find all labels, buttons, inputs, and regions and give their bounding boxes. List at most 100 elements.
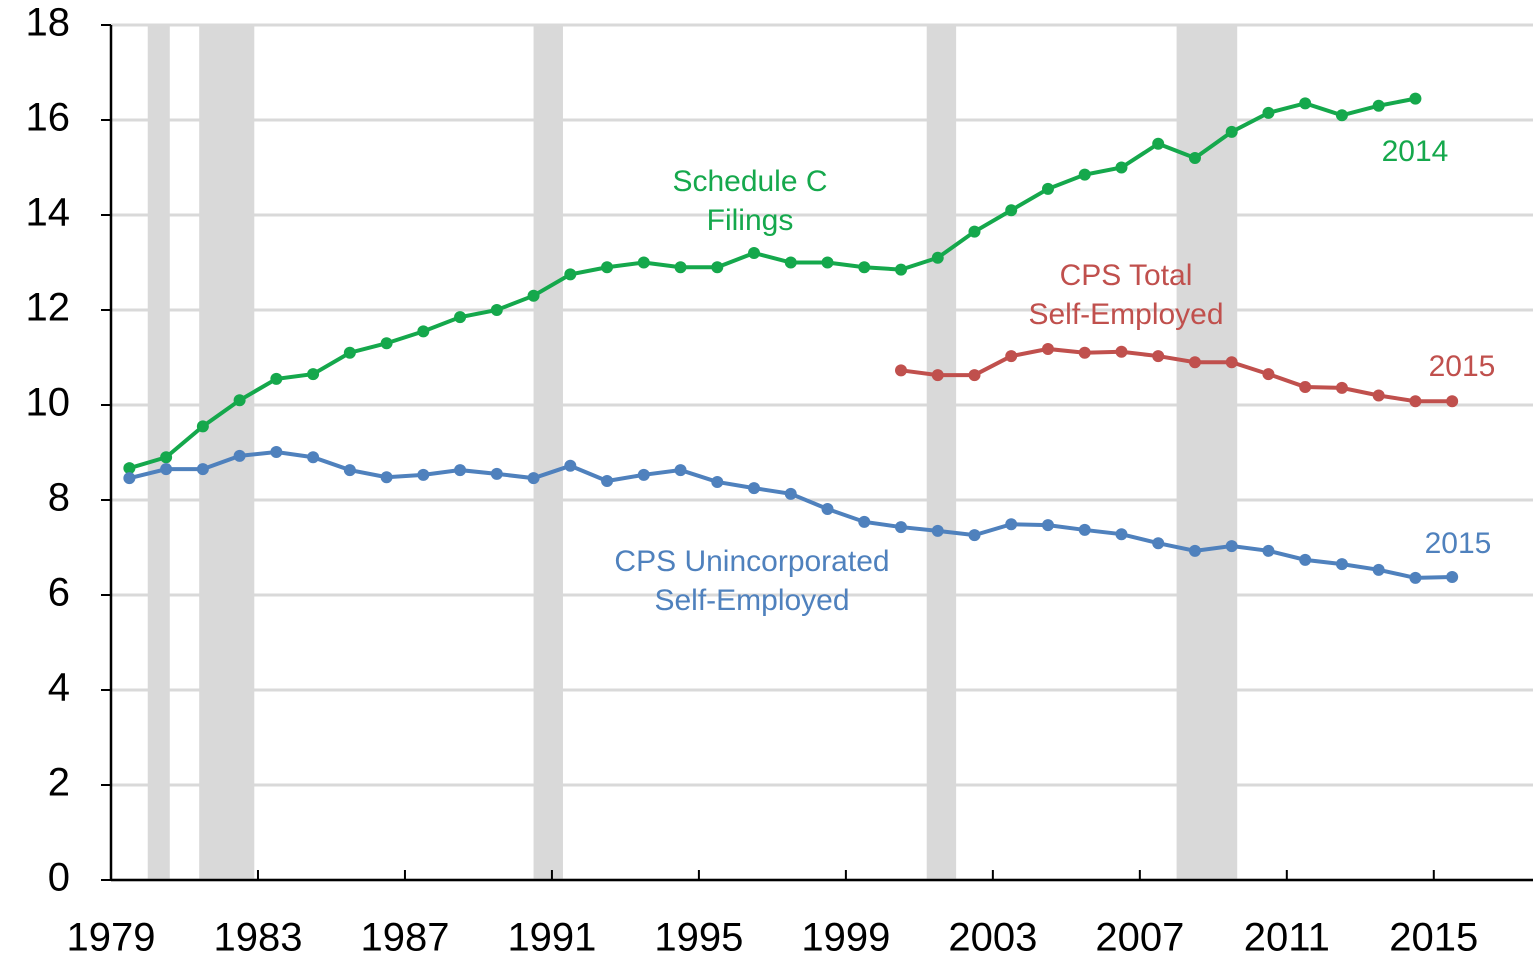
- data-point: [270, 446, 283, 459]
- data-point: [490, 467, 503, 480]
- data-point: [1409, 395, 1422, 408]
- data-point: [1225, 125, 1238, 138]
- data-point: [1409, 92, 1422, 105]
- data-point: [1005, 204, 1018, 217]
- data-point: [307, 451, 320, 464]
- x-tick-label: 2007: [1095, 916, 1184, 960]
- data-point: [270, 372, 283, 385]
- series-label: Self-Employed: [1028, 298, 1223, 331]
- data-point: [527, 472, 540, 485]
- data-point: [895, 263, 907, 276]
- data-point: [1115, 161, 1128, 174]
- series-line: [900, 346, 1453, 404]
- data-point: [968, 225, 981, 238]
- data-point: [1078, 523, 1091, 536]
- data-point: [1115, 528, 1128, 541]
- data-point: [601, 261, 614, 274]
- data-point: [490, 304, 503, 316]
- data-point: [1152, 137, 1165, 150]
- data-point: [343, 346, 356, 359]
- y-tick-label: 0: [48, 856, 70, 900]
- y-tick-label: 6: [48, 571, 70, 615]
- data-point: [1225, 356, 1238, 369]
- data-point: [674, 464, 687, 477]
- data-point: [931, 251, 944, 264]
- data-point: [858, 261, 871, 274]
- data-point: [1041, 342, 1054, 355]
- data-point: [748, 482, 761, 495]
- data-point: [527, 289, 540, 302]
- data-point: [601, 475, 614, 487]
- data-point: [968, 369, 981, 382]
- data-point: [1409, 571, 1422, 584]
- data-point: [711, 475, 724, 488]
- data-point: [784, 256, 797, 269]
- data-point: [307, 368, 320, 381]
- data-point: [233, 394, 246, 407]
- data-point: [564, 459, 577, 472]
- data-point: [454, 464, 467, 477]
- recession-band: [147, 25, 170, 880]
- data-point: [454, 311, 467, 324]
- data-point: [1299, 380, 1312, 393]
- data-point: [1188, 356, 1201, 369]
- data-point: [417, 468, 430, 481]
- data-point: [1299, 97, 1312, 110]
- series-label: Schedule C: [672, 165, 827, 198]
- x-tick-label: 1995: [654, 916, 743, 960]
- data-point: [160, 463, 173, 476]
- data-point: [343, 464, 356, 477]
- data-point: [196, 463, 209, 476]
- y-tick-label: 2: [48, 761, 70, 805]
- x-tick-label: 1991: [507, 916, 596, 960]
- data-point: [1299, 553, 1312, 566]
- x-tick-label: 2003: [948, 916, 1037, 960]
- series-line: [128, 96, 1416, 471]
- data-point: [1078, 346, 1091, 359]
- x-tick-label: 1999: [801, 916, 890, 960]
- data-point: [1115, 345, 1128, 358]
- recession-band: [1176, 25, 1238, 880]
- data-point: [711, 261, 724, 274]
- data-point: [1262, 544, 1275, 557]
- recession-band: [533, 25, 563, 880]
- data-point: [821, 256, 834, 269]
- x-tick-label: 1987: [360, 916, 449, 960]
- data-point: [380, 471, 393, 484]
- x-tick-label: 1979: [67, 916, 156, 960]
- data-point: [380, 337, 393, 350]
- recession-band: [199, 25, 255, 880]
- data-point: [1335, 558, 1348, 571]
- data-point: [784, 487, 797, 500]
- data-point: [748, 247, 761, 259]
- y-tick-label: 10: [26, 381, 71, 425]
- y-tick-label: 16: [26, 96, 71, 140]
- x-tick-label: 2011: [1244, 916, 1330, 960]
- recession-band: [926, 25, 957, 880]
- y-tick-label: 8: [48, 476, 70, 520]
- data-point: [895, 521, 907, 534]
- end-label: 2014: [1382, 135, 1449, 168]
- data-point: [1152, 350, 1165, 363]
- data-point: [1372, 563, 1385, 576]
- data-point: [637, 256, 650, 269]
- series-label: Self-Employed: [654, 584, 849, 617]
- y-tick-label: 4: [48, 666, 70, 710]
- data-point: [858, 515, 871, 528]
- data-point: [123, 462, 136, 475]
- y-tick-label: 14: [26, 191, 71, 235]
- end-label: 2015: [1425, 527, 1492, 560]
- series-label: CPS Total: [1060, 259, 1193, 292]
- data-point: [1005, 350, 1018, 363]
- end-label: 2015: [1429, 350, 1496, 383]
- series-label: CPS Unincorporated: [614, 545, 889, 578]
- data-point: [821, 503, 834, 516]
- y-tick-label: 18: [26, 1, 71, 45]
- series-label: Filings: [707, 204, 794, 237]
- data-point: [1225, 540, 1238, 553]
- data-point: [196, 420, 209, 433]
- data-point: [1372, 389, 1385, 402]
- data-point: [1446, 395, 1459, 408]
- data-point: [123, 472, 136, 485]
